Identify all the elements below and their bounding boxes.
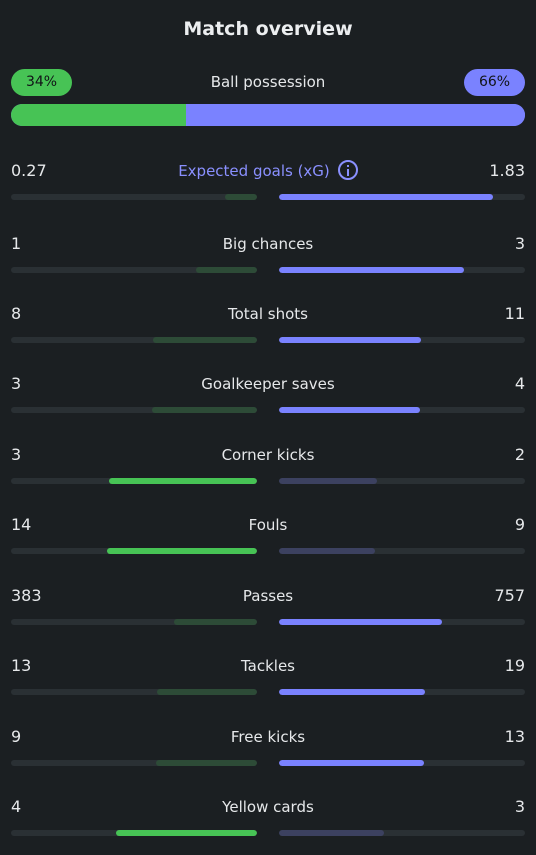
- away-bar-fill: [279, 830, 385, 836]
- away-value: 11: [504, 304, 525, 323]
- stat-label: Free kicks: [230, 728, 306, 746]
- stat-label: Tackles: [240, 657, 296, 675]
- home-value: 0.27: [11, 161, 47, 180]
- away-bar-fill: [279, 407, 420, 413]
- away-bar-fill: [279, 619, 443, 625]
- stat-label: Total shots: [228, 305, 308, 323]
- home-value: 1: [11, 234, 22, 253]
- home-value: 4: [11, 797, 22, 816]
- stat-row-passes[interactable]: 383 Passes 757: [11, 585, 525, 627]
- away-value: 4: [514, 374, 525, 393]
- home-bar-fill: [195, 267, 257, 273]
- away-bar: [279, 337, 525, 343]
- stat-label: Goalkeeper saves: [201, 375, 335, 393]
- home-bar: [11, 478, 257, 484]
- away-bar-fill: [279, 689, 426, 695]
- home-bar-fill: [157, 689, 257, 695]
- away-value: 13: [504, 727, 525, 746]
- home-bar: [11, 548, 257, 554]
- away-bar: [279, 548, 525, 554]
- away-value: 2: [514, 445, 525, 464]
- stat-row-total-shots[interactable]: 8 Total shots 11: [11, 303, 525, 345]
- away-bar-fill: [279, 337, 422, 343]
- info-icon[interactable]: [337, 160, 358, 180]
- home-bar: [11, 267, 257, 273]
- stat-label: Corner kicks: [221, 446, 315, 464]
- away-bar-fill: [279, 267, 464, 273]
- stat-label: Yellow cards: [222, 798, 314, 816]
- home-bar-fill: [116, 830, 257, 836]
- home-value: 3: [11, 374, 22, 393]
- home-bar: [11, 407, 257, 413]
- away-possession-badge: 66%: [464, 69, 525, 96]
- away-value: 19: [504, 656, 525, 675]
- away-value: 757: [494, 586, 525, 605]
- home-possession-fill: [11, 104, 186, 126]
- home-bar-fill: [174, 619, 257, 625]
- away-bar: [279, 267, 525, 273]
- home-value: 383: [11, 586, 42, 605]
- stat-label-text: Expected goals (xG): [178, 162, 330, 180]
- stat-row-yellow-cards[interactable]: 4 Yellow cards 3: [11, 796, 525, 838]
- home-value: 9: [11, 727, 22, 746]
- home-bar: [11, 830, 257, 836]
- home-bar: [11, 337, 257, 343]
- possession-row: 34% Ball possession 66%: [11, 69, 525, 96]
- away-value: 9: [514, 515, 525, 534]
- home-bar-fill: [156, 760, 257, 766]
- home-value: 14: [11, 515, 32, 534]
- away-bar: [279, 194, 525, 200]
- home-bar: [11, 619, 257, 625]
- stat-row-free-kicks[interactable]: 9 Free kicks 13: [11, 726, 525, 768]
- home-bar-fill: [151, 407, 257, 413]
- home-bar-fill: [107, 548, 257, 554]
- away-bar-fill: [279, 548, 376, 554]
- home-bar-fill: [225, 194, 257, 200]
- stat-row-goalkeeper-saves[interactable]: 3 Goalkeeper saves 4: [11, 373, 525, 415]
- away-bar-fill: [279, 760, 425, 766]
- home-bar: [11, 760, 257, 766]
- home-possession-badge: 34%: [11, 69, 72, 96]
- away-bar: [279, 830, 525, 836]
- home-value: 3: [11, 445, 22, 464]
- home-bar-fill: [109, 478, 257, 484]
- stat-row-corner-kicks[interactable]: 3 Corner kicks 2: [11, 444, 525, 486]
- away-bar: [279, 407, 525, 413]
- away-possession-fill: [185, 104, 525, 126]
- stat-label: Passes: [242, 587, 294, 605]
- stat-label: Big chances: [222, 235, 314, 253]
- stat-label: Fouls: [248, 516, 288, 534]
- home-bar-fill: [153, 337, 257, 343]
- home-value: 8: [11, 304, 22, 323]
- home-bar: [11, 194, 257, 200]
- away-bar-fill: [279, 194, 494, 200]
- stat-row-big-chances[interactable]: 1 Big chances 3: [11, 233, 525, 275]
- away-bar: [279, 760, 525, 766]
- page-title: Match overview: [183, 18, 353, 40]
- possession-bar: [11, 104, 525, 126]
- away-bar: [279, 689, 525, 695]
- possession-label: Ball possession: [210, 73, 326, 91]
- home-value: 13: [11, 656, 32, 675]
- stat-row-fouls[interactable]: 14 Fouls 9: [11, 514, 525, 556]
- home-bar: [11, 689, 257, 695]
- stat-row-expected-goals[interactable]: 0.27 Expected goals (xG) 1.83: [11, 160, 525, 202]
- away-value: 3: [514, 234, 525, 253]
- away-bar: [279, 619, 525, 625]
- stat-row-tackles[interactable]: 13 Tackles 19: [11, 655, 525, 697]
- stat-label: Expected goals (xG): [11, 160, 525, 182]
- away-value: 3: [514, 797, 525, 816]
- away-bar: [279, 478, 525, 484]
- away-bar-fill: [279, 478, 378, 484]
- away-value: 1.83: [489, 161, 525, 180]
